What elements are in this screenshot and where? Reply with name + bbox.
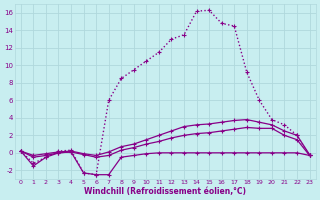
X-axis label: Windchill (Refroidissement éolien,°C): Windchill (Refroidissement éolien,°C): [84, 187, 246, 196]
